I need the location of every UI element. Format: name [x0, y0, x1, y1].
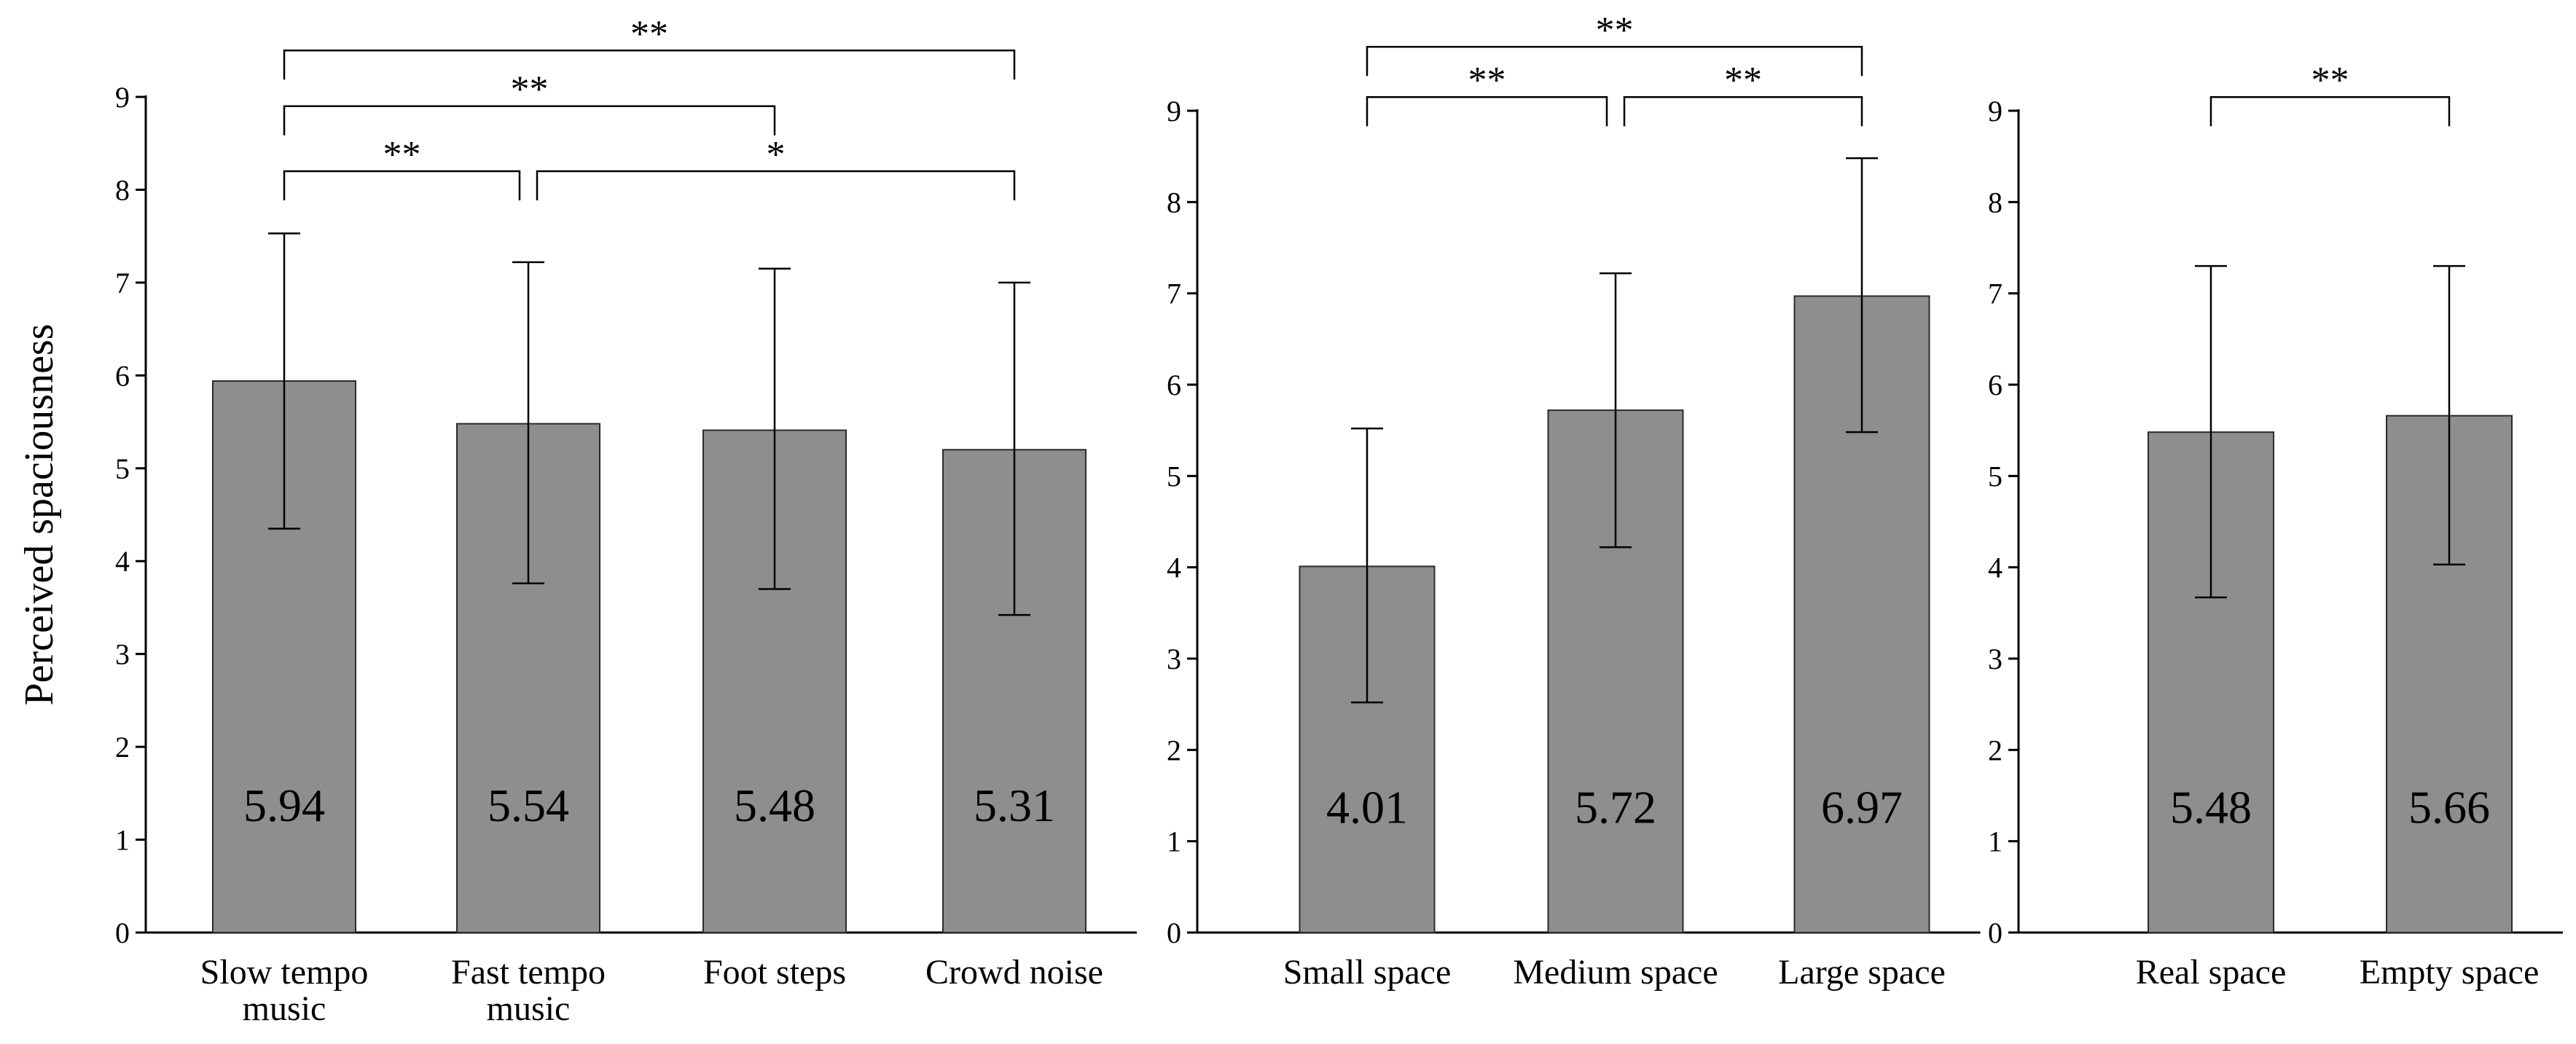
- value-label-medium-space: 5.72: [1575, 782, 1656, 833]
- significance-bracket: [1366, 46, 1863, 76]
- category-label-crowd-noise: Crowd noise: [925, 953, 1103, 992]
- significance-label: **: [630, 13, 668, 55]
- y-tick-label-9: 9: [115, 81, 130, 114]
- significance-bracket: [1623, 95, 1863, 127]
- chart-panel-sound-types: 0 1 2 3 4 5 6 7 8 9 Perceived spaciousness 5.94 Slow…: [17, 13, 1137, 1028]
- y-tick-label-8: 8: [115, 173, 130, 206]
- y-tick-label-9: 9: [1988, 95, 2003, 127]
- y-tick-label-5: 5: [115, 452, 130, 485]
- y-tick-label-6: 6: [1167, 369, 1181, 401]
- chart-panel-space-types: 0 1 2 3 4 5 6 7 8 9 5.48 Real space 5.66 Empty space *…: [1988, 60, 2563, 992]
- y-tick-label-9: 9: [1167, 95, 1181, 127]
- category-label-empty-space: Empty space: [2360, 953, 2540, 992]
- y-tick-label-1: 1: [115, 824, 130, 857]
- y-tick-label-7: 7: [1167, 278, 1181, 310]
- y-tick-label-4: 4: [1988, 552, 2003, 584]
- y-tick-label-5: 5: [1167, 460, 1181, 492]
- y-tick-label-8: 8: [1167, 186, 1181, 219]
- category-label-large-space: Large space: [1778, 953, 1946, 992]
- value-label-real-space: 5.48: [2170, 782, 2252, 833]
- y-tick-label-8: 8: [1988, 186, 2003, 219]
- category-label-slow-tempo-music: music: [243, 989, 326, 1028]
- y-tick-label-0: 0: [1167, 917, 1181, 949]
- significance-bracket: [283, 170, 521, 200]
- significance-label: **: [1468, 60, 1506, 101]
- y-tick-label-6: 6: [1988, 369, 2003, 401]
- y-tick-label-3: 3: [115, 638, 130, 671]
- chart-panel-space-sizes: 0 1 2 3 4 5 6 7 8 9 4.01 Small space 5.72 Medium spac…: [1167, 9, 1981, 992]
- y-tick-label-4: 4: [1167, 552, 1181, 584]
- significance-label: **: [383, 134, 421, 176]
- category-label-small-space: Small space: [1283, 953, 1452, 992]
- significance-label: **: [1724, 60, 1762, 101]
- value-label-fast-tempo-music: 5.54: [488, 780, 569, 831]
- value-label-slow-tempo-music: 5.94: [243, 780, 325, 831]
- y-tick-label-0: 0: [115, 917, 130, 949]
- significance-label: *: [767, 134, 786, 176]
- category-label-fast-tempo-music: music: [487, 989, 571, 1028]
- significance-bracket: [2209, 95, 2451, 127]
- significance-label: **: [2311, 60, 2349, 101]
- y-tick-label-7: 7: [1988, 278, 2003, 310]
- value-label-empty-space: 5.66: [2408, 782, 2490, 833]
- significance-bracket: [283, 50, 1016, 80]
- category-label-slow-tempo-music: Slow tempo: [200, 953, 369, 992]
- value-label-foot-steps: 5.48: [734, 780, 815, 831]
- y-tick-label-2: 2: [115, 731, 130, 764]
- value-label-large-space: 6.97: [1821, 782, 1903, 833]
- y-axis-label: Perceived spaciousness: [17, 323, 62, 705]
- category-label-medium-space: Medium space: [1513, 953, 1718, 992]
- y-tick-label-2: 2: [1988, 734, 2003, 766]
- significance-label: **: [1596, 9, 1634, 51]
- y-tick-label-6: 6: [115, 359, 130, 392]
- y-tick-label-7: 7: [115, 267, 130, 299]
- significance-bracket: [283, 105, 776, 136]
- significance-label: **: [511, 69, 549, 111]
- y-tick-label-1: 1: [1988, 825, 2003, 858]
- y-tick-label-4: 4: [115, 545, 130, 578]
- y-tick-label-3: 3: [1988, 643, 2003, 675]
- y-tick-label-2: 2: [1167, 734, 1181, 766]
- category-label-real-space: Real space: [2136, 953, 2287, 992]
- y-tick-label-5: 5: [1988, 460, 2003, 492]
- y-tick-label-3: 3: [1167, 643, 1181, 675]
- significance-bracket: [536, 170, 1016, 200]
- value-label-crowd-noise: 5.31: [974, 780, 1055, 831]
- category-label-fast-tempo-music: Fast tempo: [451, 953, 606, 992]
- y-tick-label-0: 0: [1988, 917, 2003, 949]
- value-label-small-space: 4.01: [1326, 782, 1408, 833]
- category-label-foot-steps: Foot steps: [703, 953, 846, 992]
- significance-bracket: [1366, 95, 1608, 127]
- y-tick-label-1: 1: [1167, 825, 1181, 858]
